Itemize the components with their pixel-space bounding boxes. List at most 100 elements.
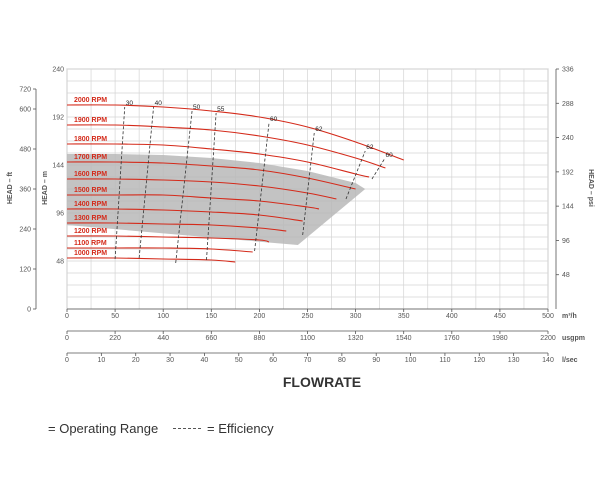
efficiency-line xyxy=(371,158,385,180)
pump-performance-chart: 2000 RPM 1900 RPM 1800 RPM 1700 RPM 1600 RPM… xyxy=(7,67,594,391)
ft-tick-label: 0 xyxy=(27,307,31,314)
rpm-curve-label: 1300 RPM xyxy=(74,215,107,222)
efficiency-label: 62 xyxy=(366,144,374,151)
m-tick-label: 144 xyxy=(52,163,64,170)
lsec-tick-label: 40 xyxy=(201,357,209,364)
m-tick-label: 240 xyxy=(52,67,64,74)
efficiency-line xyxy=(206,112,217,261)
lsec-tick-label: 70 xyxy=(304,357,312,364)
rpm-curve-label: 1700 RPM xyxy=(74,154,107,161)
rpm-curves: 2000 RPM 1900 RPM 1800 RPM 1700 RPM 1600 RPM… xyxy=(66,97,404,263)
rpm-curve xyxy=(66,143,370,178)
ft-tick-label: 360 xyxy=(19,187,31,194)
rpm-curve xyxy=(67,194,320,210)
ft-tick-label: 600 xyxy=(19,107,31,114)
usgpm-tick-label: 220 xyxy=(109,335,121,342)
usgpm-tick-label: 880 xyxy=(254,335,266,342)
usgpm-unit-label: usgpm xyxy=(562,335,585,342)
usgpm-tick-label: 1100 xyxy=(300,335,315,342)
lsec-tick-label: 80 xyxy=(338,357,346,364)
rpm-curve-label: 1200 RPM xyxy=(74,228,107,235)
lsec-tick-label: 50 xyxy=(235,357,243,364)
usgpm-tick-label: 660 xyxy=(205,335,217,342)
usgpm-tick-label: 1540 xyxy=(396,335,412,342)
lsec-tick-label: 0 xyxy=(65,357,69,364)
ft-tick-label: 240 xyxy=(19,227,31,234)
efficiency-label: 30 xyxy=(126,100,134,107)
efficiency-line xyxy=(114,106,126,260)
psi-tick-label: 336 xyxy=(562,67,574,74)
usgpm-tick-label: 1320 xyxy=(348,335,364,342)
m3h-tick-label: 150 xyxy=(205,313,217,320)
rpm-curve-label: 1600 RPM xyxy=(74,171,107,178)
usgpm-tick-label: 1760 xyxy=(444,335,460,342)
lsec-tick-label: 20 xyxy=(132,357,140,364)
rpm-curve xyxy=(66,222,287,232)
usgpm-tick-label: 0 xyxy=(65,335,69,342)
psi-tick-label: 144 xyxy=(562,204,574,211)
psi-tick-label: 288 xyxy=(562,101,574,108)
efficiency-label: 60 xyxy=(270,116,278,123)
psi-tick-label: 96 xyxy=(562,238,570,245)
m3h-tick-label: 100 xyxy=(157,313,169,320)
lsec-tick-label: 100 xyxy=(405,357,417,364)
efficiency-line xyxy=(345,150,366,200)
psi-tick-label: 192 xyxy=(562,169,574,176)
rpm-curve xyxy=(66,257,236,263)
m3h-tick-label: 250 xyxy=(302,313,314,320)
m-tick-label: 48 xyxy=(56,259,64,266)
usgpm-tick-label: 2200 xyxy=(540,335,556,342)
m3h-unit-label: m³/h xyxy=(562,313,577,320)
efficiency-lines: 30 40 50 55 60 62 62 60 xyxy=(114,100,393,264)
lsec-tick-label: 60 xyxy=(269,357,277,364)
m3h-tick-label: 500 xyxy=(542,313,554,320)
efficiency-line xyxy=(254,122,270,252)
m3h-tick-label: 300 xyxy=(350,313,362,320)
legend-operating-range: = Operating Range xyxy=(48,421,159,436)
m3h-tick-label: 50 xyxy=(111,313,119,320)
m-axis-label: HEAD – m xyxy=(42,171,49,205)
chart-title: FLOWRATE xyxy=(283,374,361,390)
lsec-tick-label: 30 xyxy=(166,357,174,364)
rpm-curve-label: 1100 RPM xyxy=(74,240,107,247)
lsec-tick-label: 130 xyxy=(508,357,520,364)
operating-range-area xyxy=(67,154,366,245)
ft-axis-label: HEAD – ft xyxy=(7,171,14,204)
m3h-tick-label: 450 xyxy=(494,313,506,320)
psi-tick-label: 240 xyxy=(562,135,574,142)
rpm-curve xyxy=(66,104,404,161)
lsec-tick-label: 90 xyxy=(372,357,380,364)
operating-range-polygon xyxy=(67,154,366,245)
m3h-tick-label: 0 xyxy=(65,313,69,320)
m3h-tick-label: 350 xyxy=(398,313,410,320)
efficiency-line xyxy=(138,106,154,259)
legend-efficiency: = Efficiency xyxy=(207,421,274,436)
efficiency-label: 55 xyxy=(217,106,225,113)
efficiency-label: 60 xyxy=(385,152,393,159)
rpm-curve-label: 1400 RPM xyxy=(74,201,107,208)
rpm-curve xyxy=(66,124,386,169)
rpm-curve-label: 1800 RPM xyxy=(74,136,107,143)
rpm-curve-label: 1500 RPM xyxy=(74,187,107,194)
rpm-curve-label: 1900 RPM xyxy=(74,117,107,124)
efficiency-label: 40 xyxy=(155,100,163,107)
lsec-tick-label: 120 xyxy=(473,357,485,364)
usgpm-tick-label: 1980 xyxy=(492,335,508,342)
rpm-curve xyxy=(67,247,253,253)
lsec-tick-label: 140 xyxy=(542,357,554,364)
efficiency-label: 50 xyxy=(193,104,201,111)
usgpm-tick-label: 440 xyxy=(157,335,169,342)
rpm-curve-label: 2000 RPM xyxy=(74,97,107,104)
psi-tick-label: 48 xyxy=(562,272,570,279)
lsec-tick-label: 110 xyxy=(439,357,450,364)
rpm-curve xyxy=(66,161,356,190)
lsec-unit-label: l/sec xyxy=(562,357,578,364)
ft-tick-label: 480 xyxy=(19,147,31,154)
efficiency-line xyxy=(175,110,193,264)
psi-axis-label: HEAD – psi xyxy=(587,169,594,207)
ft-tick-label: 120 xyxy=(19,267,31,274)
m-tick-label: 192 xyxy=(52,115,64,122)
ft-tick-label: 720 xyxy=(19,87,31,94)
rpm-curve xyxy=(66,235,270,243)
